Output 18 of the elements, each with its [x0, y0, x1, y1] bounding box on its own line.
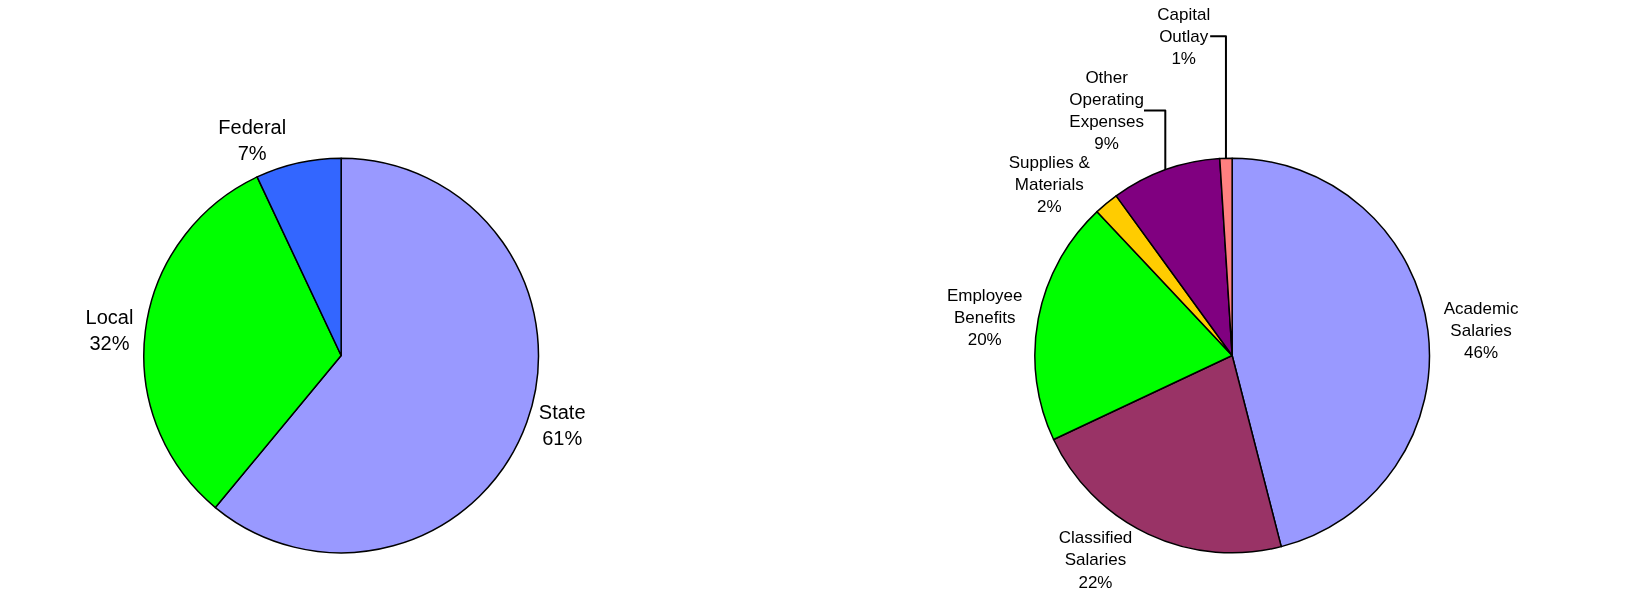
slice-label: Other Operating Expenses [1069, 67, 1144, 131]
slice-label: Supplies & Materials [1008, 153, 1091, 195]
data-label: 32% [89, 332, 130, 355]
slice-label: Capital Outlay [1157, 4, 1211, 46]
data-label: 1% [1171, 48, 1196, 68]
slice-label: Employee Benefits [946, 285, 1023, 327]
data-label: 61% [542, 427, 583, 450]
data-label: 46% [1464, 342, 1499, 362]
slice-label: Classified Salaries [1058, 528, 1133, 570]
data-label: 9% [1094, 134, 1119, 154]
slice-label: Federal [218, 116, 287, 139]
data-label: 22% [1078, 572, 1113, 592]
data-label: 7% [237, 142, 267, 165]
slice-label: State [538, 401, 586, 424]
data-label: 2% [1036, 197, 1062, 217]
data-label: 20% [967, 330, 1002, 350]
slice-label: Local [85, 306, 134, 329]
slice-label: Academic Salaries [1443, 298, 1519, 340]
